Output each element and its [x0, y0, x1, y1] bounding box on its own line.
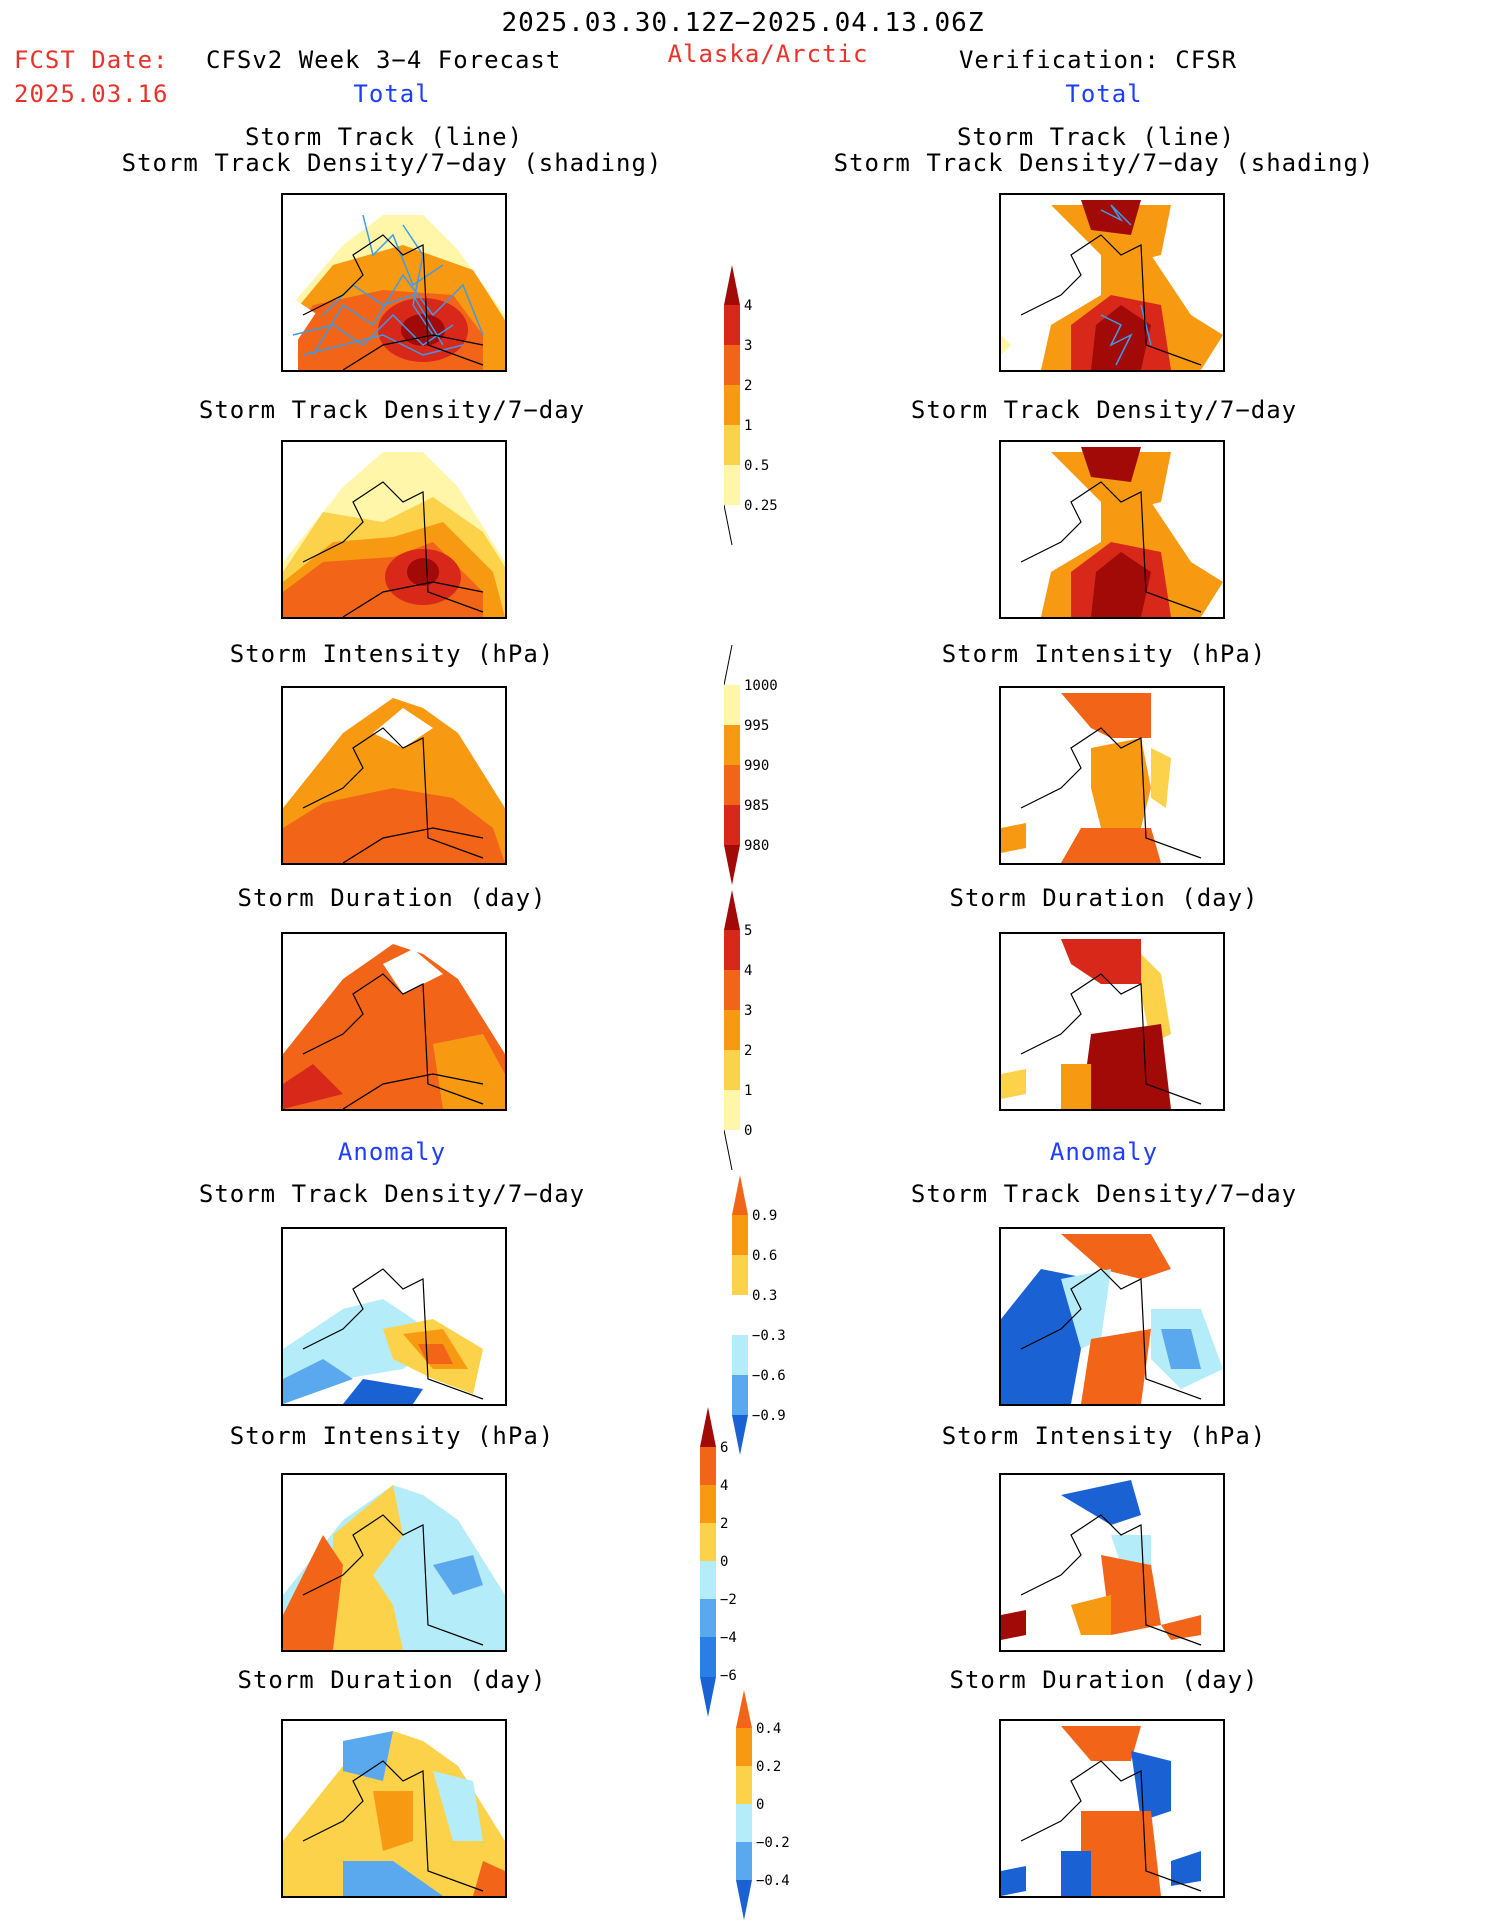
duration-anomaly-colorbar: 0.4 0.2 0 −0.2 −0.4: [736, 1690, 790, 1925]
density-anomaly-colorbar: 0.9 0.6 0.3 −0.3 −0.6 −0.9: [732, 1175, 786, 1455]
fcst-track-density-shading-title: Storm Track Density/7−day (shading): [121, 149, 663, 177]
fcst-anomaly-label: Anomaly: [337, 1138, 447, 1166]
fcst-track-line-title: Storm Track (line): [244, 123, 524, 151]
colorbar-tick-label: 0.4: [756, 1721, 782, 1737]
forecast-total-label: Total: [353, 80, 431, 108]
ver-anom-duration-map: [999, 1719, 1225, 1898]
model-title: CFSv2 Week 3−4 Forecast: [206, 46, 562, 74]
fcst-intensity-title: Storm Intensity (hPa): [229, 640, 555, 668]
fcst-date-label: FCST Date:: [14, 46, 169, 74]
colorbar-tick-label: −4: [720, 1630, 737, 1646]
ver-track-line-title: Storm Track (line): [956, 123, 1236, 151]
fcst-track-density-title: Storm Track Density/7−day: [198, 396, 586, 424]
colorbar-tick-label: 0.2: [756, 1759, 782, 1775]
ver-track-density-shading-title: Storm Track Density/7−day (shading): [833, 149, 1375, 177]
forecast-period: 2025.03.30.12Z−2025.04.13.06Z: [501, 8, 985, 38]
colorbar-tick-label: −0.9: [752, 1408, 786, 1424]
fcst-anom-intensity-title: Storm Intensity (hPa): [229, 1422, 555, 1450]
colorbar-tick-label: 0.25: [744, 498, 778, 514]
colorbar-tick-label: −0.4: [756, 1873, 790, 1889]
ver-anom-density-title: Storm Track Density/7−day: [910, 1180, 1298, 1208]
colorbar-tick-label: 2: [744, 1043, 753, 1059]
colorbar-tick-label: −0.3: [752, 1328, 786, 1344]
colorbar-tick-label: 2: [744, 378, 753, 394]
ver-intensity-map: [999, 686, 1225, 865]
fcst-density-map: [281, 440, 507, 619]
colorbar-tick-label: 0.3: [752, 1288, 778, 1304]
verification-total-label: Total: [1065, 80, 1143, 108]
region-title: Alaska/Arctic: [667, 40, 869, 68]
ver-intensity-title: Storm Intensity (hPa): [941, 640, 1267, 668]
colorbar-tick-label: 1000: [744, 678, 778, 694]
ver-duration-map: [999, 932, 1225, 1111]
verification-title: Verification: CFSR: [958, 46, 1238, 74]
density-colorbar: 4 3 2 1 0.5 0.25: [724, 265, 778, 545]
ver-anom-density-map: [999, 1227, 1225, 1406]
colorbar-tick-label: −2: [720, 1592, 737, 1608]
ver-track-density-title: Storm Track Density/7−day: [910, 396, 1298, 424]
fcst-duration-map: [281, 932, 507, 1111]
ver-anom-duration-title: Storm Duration (day): [949, 1666, 1259, 1694]
fcst-anom-duration-map: [281, 1719, 507, 1898]
colorbar-tick-label: 2: [720, 1516, 729, 1532]
colorbar-tick-label: 0.9: [752, 1208, 778, 1224]
colorbar-tick-label: 995: [744, 718, 770, 734]
duration-colorbar: 5 4 3 2 1 0: [724, 890, 752, 1170]
colorbar-tick-label: 5: [744, 923, 753, 939]
fcst-anom-duration-title: Storm Duration (day): [237, 1666, 547, 1694]
ver-duration-title: Storm Duration (day): [949, 884, 1259, 912]
colorbar-tick-label: −0.2: [756, 1835, 790, 1851]
colorbar-tick-label: 0.6: [752, 1248, 778, 1264]
fcst-anom-intensity-map: [281, 1473, 507, 1652]
colorbar-tick-label: 985: [744, 798, 770, 814]
intensity-anomaly-colorbar: 6 4 2 0 −2 −4 −6: [700, 1407, 737, 1717]
colorbar-tick-label: 4: [744, 963, 753, 979]
ver-density-map: [999, 440, 1225, 619]
colorbar-tick-label: 0: [756, 1797, 765, 1813]
colorbar-tick-label: 3: [744, 338, 753, 354]
colorbar-tick-label: 1: [744, 418, 753, 434]
fcst-duration-title: Storm Duration (day): [237, 884, 547, 912]
colorbar-tick-label: 980: [744, 838, 770, 854]
ver-anom-intensity-title: Storm Intensity (hPa): [941, 1422, 1267, 1450]
ver-anom-intensity-map: [999, 1473, 1225, 1652]
colorbar-tick-label: 0: [720, 1554, 729, 1570]
colorbar-tick-label: 6: [720, 1440, 729, 1456]
fcst-intensity-map: [281, 686, 507, 865]
colorbar-tick-label: −0.6: [752, 1368, 786, 1384]
colorbar-tick-label: 990: [744, 758, 770, 774]
intensity-colorbar: 1000 995 990 985 980: [724, 645, 778, 885]
fcst-anom-density-title: Storm Track Density/7−day: [198, 1180, 586, 1208]
ver-anomaly-label: Anomaly: [1049, 1138, 1159, 1166]
colorbar-tick-label: 0.5: [744, 458, 770, 474]
colorbar-tick-label: −6: [720, 1668, 737, 1684]
ver-track-density-map: [999, 193, 1225, 372]
fcst-date-value: 2025.03.16: [14, 80, 169, 108]
fcst-track-density-map: [281, 193, 507, 372]
colorbar-tick-label: 4: [720, 1478, 729, 1494]
colorbar-tick-label: 0: [744, 1123, 753, 1139]
colorbar-tick-label: 1: [744, 1083, 753, 1099]
fcst-anom-density-map: [281, 1227, 507, 1406]
colorbar-tick-label: 3: [744, 1003, 753, 1019]
colorbar-tick-label: 4: [744, 298, 753, 314]
